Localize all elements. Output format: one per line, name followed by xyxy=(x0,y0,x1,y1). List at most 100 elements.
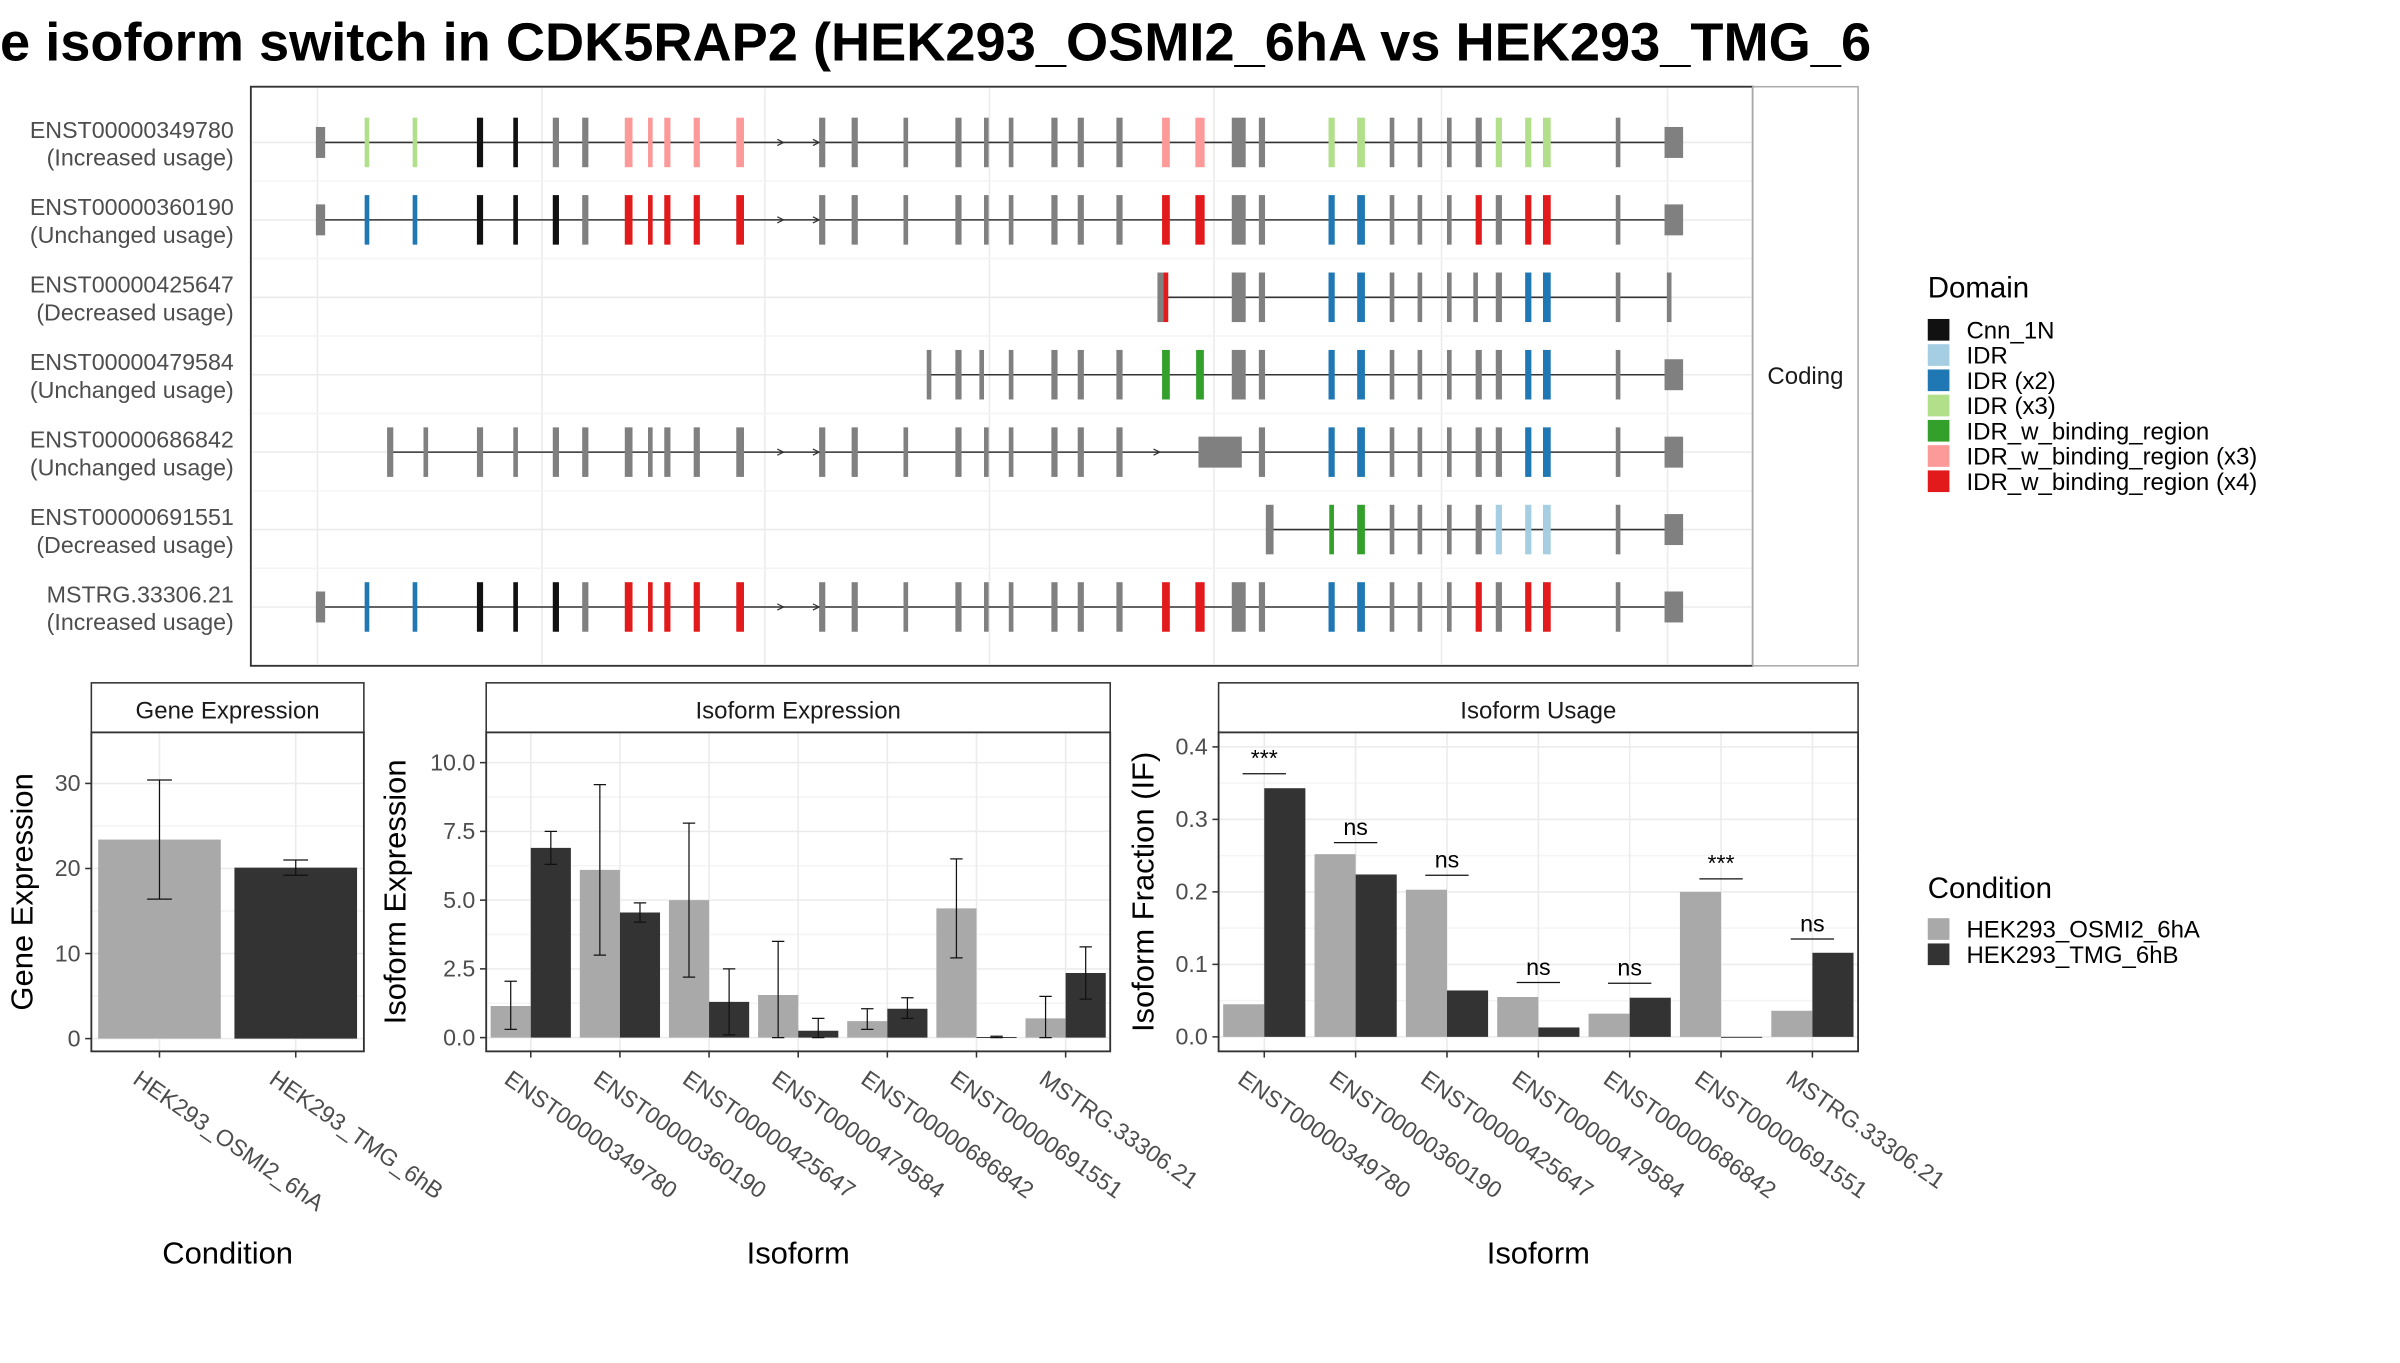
exon-block xyxy=(412,195,418,245)
y-tick-label: 10 xyxy=(55,940,81,966)
legend-label: IDR_w_binding_region (x4) xyxy=(1966,469,2257,496)
exon-block xyxy=(648,195,653,245)
transcript-id-label: ENST00000691551 xyxy=(30,504,234,530)
strand-arrow xyxy=(1153,448,1162,456)
exon-block xyxy=(1357,582,1365,632)
legend-label: HEK293_TMG_6hB xyxy=(1966,942,2178,969)
exon-block xyxy=(1328,195,1335,245)
exon-block xyxy=(624,117,633,168)
exon-block xyxy=(1051,195,1058,245)
exon-block xyxy=(1525,582,1532,632)
legend-label: HEK293_OSMI2_6hA xyxy=(1966,917,2199,944)
legend-label: IDR (x3) xyxy=(1966,393,2055,420)
exon-block xyxy=(984,427,989,477)
exon-block xyxy=(736,582,745,632)
legend-label: Cnn_1N xyxy=(1966,317,2054,344)
exon-block xyxy=(1051,582,1058,632)
exon-block xyxy=(1162,582,1170,632)
exon-block xyxy=(1077,349,1084,400)
exon-block xyxy=(693,427,700,477)
exon-block xyxy=(851,582,858,632)
strand-arrow xyxy=(777,448,785,456)
exon-block xyxy=(1495,504,1502,555)
exon-block xyxy=(1077,582,1084,632)
exon-block xyxy=(648,117,653,168)
exon-block xyxy=(851,195,858,245)
bar xyxy=(619,912,661,1038)
exon-block xyxy=(1525,272,1532,323)
transcript-usage-label: (Increased usage) xyxy=(47,145,234,171)
strand-arrow xyxy=(812,216,821,224)
exon-block xyxy=(1163,272,1169,323)
exon-block xyxy=(1357,349,1365,400)
exon-block xyxy=(1389,427,1395,477)
exon-block xyxy=(1664,126,1684,158)
panel-title: Isoform Expression xyxy=(695,697,900,724)
exon-block xyxy=(1328,427,1335,477)
legend-swatch xyxy=(1927,918,1950,940)
exon-block xyxy=(1051,427,1058,477)
exon-block xyxy=(851,427,858,477)
exon-block xyxy=(1162,349,1170,400)
isoform-usage-panel: Isoform Usage *** ns ns ns ns *** ns 0.0 0.1 0.2 0.… xyxy=(1126,682,1950,1270)
exon-block xyxy=(1446,272,1452,323)
exon-block xyxy=(412,582,418,632)
transcript-usage-label: (Increased usage) xyxy=(47,609,234,635)
x-axis-title: Isoform xyxy=(1487,1235,1590,1270)
exon-block xyxy=(1475,427,1482,477)
panel-title: Isoform Usage xyxy=(1460,697,1616,724)
exon-block xyxy=(1116,349,1123,400)
domain-legend-title: Domain xyxy=(1928,271,2029,304)
exon-block xyxy=(1495,349,1502,400)
exon-block xyxy=(1495,117,1502,168)
exon-block xyxy=(1542,195,1551,245)
exon-block xyxy=(1615,117,1621,168)
y-tick-label: 0.4 xyxy=(1175,734,1207,760)
transcript-id-label: ENST00000686842 xyxy=(30,426,234,452)
exon-block xyxy=(1077,427,1084,477)
bar xyxy=(1771,1010,1813,1037)
exon-block xyxy=(1328,349,1335,400)
exon-block xyxy=(819,195,826,245)
exon-block xyxy=(476,195,484,245)
exon-block xyxy=(1231,582,1246,632)
exon-block xyxy=(1357,117,1365,168)
bar xyxy=(1538,1027,1580,1037)
exon-block xyxy=(819,427,826,477)
exon-block xyxy=(903,117,909,168)
y-tick-label: 20 xyxy=(55,855,81,881)
exon-block xyxy=(1357,272,1365,323)
exon-block xyxy=(1542,117,1551,168)
exon-block xyxy=(624,427,633,477)
exon-block xyxy=(315,591,326,623)
exon-block xyxy=(903,195,909,245)
exon-block xyxy=(1495,195,1502,245)
exon-block xyxy=(1008,195,1014,245)
exon-block xyxy=(819,117,826,168)
exon-block xyxy=(1417,272,1423,323)
strand-arrow xyxy=(812,448,821,456)
y-tick-label: 0.0 xyxy=(1175,1024,1207,1050)
exon-block xyxy=(1525,117,1532,168)
exon-block xyxy=(1615,582,1621,632)
exon-block xyxy=(552,195,559,245)
legend-swatch xyxy=(1927,369,1950,392)
bar xyxy=(530,847,571,1038)
exon-block xyxy=(664,195,671,245)
transcript-usage-label: (Unchanged usage) xyxy=(30,377,234,403)
exon-block xyxy=(955,349,962,400)
y-tick-label: 2.5 xyxy=(443,956,475,982)
exon-block xyxy=(984,582,989,632)
exon-block xyxy=(903,582,909,632)
significance-label: ns xyxy=(1526,954,1551,980)
exon-block xyxy=(736,117,745,168)
exon-block xyxy=(1525,195,1532,245)
exon-block xyxy=(1231,195,1246,245)
exon-block xyxy=(1664,359,1684,391)
exon-block xyxy=(648,582,653,632)
isoform-expression-panel: Isoform Expression0.02.55.07.510.0ENST00… xyxy=(378,682,1203,1270)
exon-block xyxy=(1195,117,1205,168)
